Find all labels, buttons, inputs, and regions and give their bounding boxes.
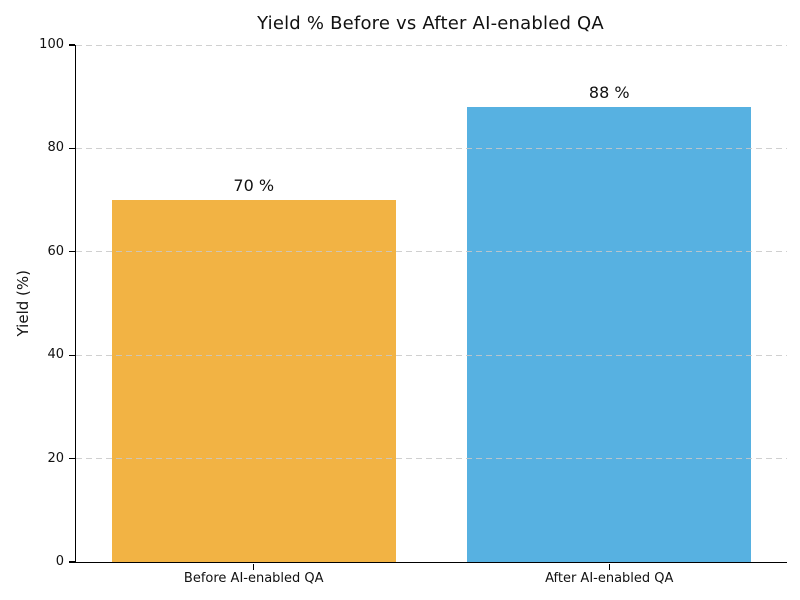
- y-tick-mark: [69, 457, 75, 460]
- y-tick-label: 0: [55, 554, 64, 569]
- y-tick-mark: [69, 561, 75, 563]
- y-tick-mark: [69, 147, 75, 150]
- x-tick-mark: [608, 564, 610, 570]
- x-tick-label: Before AI-enabled QA: [183, 571, 324, 586]
- bar-value-label: 70 %: [233, 176, 275, 196]
- gridline: [76, 44, 787, 46]
- y-tick-label: 100: [39, 37, 64, 52]
- y-tick-label: 40: [47, 347, 64, 363]
- y-tick-mark: [69, 44, 75, 46]
- x-tick-mark: [253, 564, 255, 570]
- bar-value-label: 88 %: [588, 83, 630, 103]
- y-tick-mark: [69, 354, 75, 356]
- y-tick-label: 20: [47, 450, 64, 466]
- bar: [467, 107, 752, 562]
- y-axis-title: Yield (%): [14, 45, 32, 562]
- plot-area: 0 20 40 60 80 100 70 % Before AI-enabled QA 88 %…: [39, 37, 787, 586]
- y-tick-mark: [69, 251, 75, 253]
- bar: [111, 200, 396, 562]
- y-tick-label: 60: [47, 243, 64, 259]
- x-tick-label: After AI-enabled QA: [545, 571, 674, 586]
- y-axis-title-text: Yield (%): [14, 270, 32, 337]
- chart-title: Yield % Before vs After AI-enabled QA: [257, 13, 604, 34]
- y-tick-label: 80: [47, 140, 64, 156]
